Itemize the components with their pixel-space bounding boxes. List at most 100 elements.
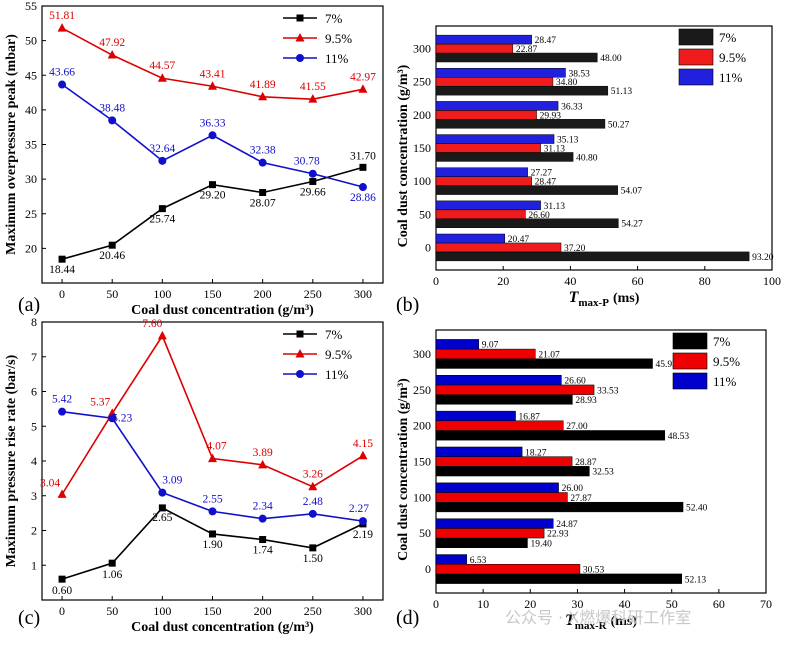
bar-7% — [435, 218, 619, 228]
bar-9.5% — [435, 143, 541, 153]
y-tick-label: 100 — [413, 174, 431, 188]
bar-9.5% — [435, 528, 545, 539]
bar-label: 26.60 — [528, 211, 550, 221]
bar-label: 48.00 — [600, 54, 622, 64]
bar-label: 38.53 — [568, 69, 590, 79]
bar-label: 31.13 — [544, 145, 566, 155]
bar-label: 40.80 — [576, 153, 598, 163]
data-label: 2.48 — [303, 496, 323, 508]
x-tick-label: 30 — [571, 597, 583, 611]
data-label: 29.66 — [300, 186, 326, 198]
y-tick-label: 6 — [31, 385, 37, 399]
data-point — [309, 544, 317, 552]
y-axis-label: Coal dust concentration (g/m³) — [396, 64, 411, 247]
data-label: 18.44 — [49, 264, 75, 276]
data-label: 25.74 — [149, 214, 175, 226]
bar-7% — [435, 430, 666, 441]
data-label: 28.07 — [250, 197, 276, 209]
x-tick-label: 250 — [304, 604, 322, 618]
chart-a: 0 50 100 150 200 250 300 20 25 30 35 40 45 50 55 Coal d… — [4, 0, 384, 318]
bar-9.5% — [435, 456, 573, 467]
x-tick-label: 0 — [433, 274, 439, 288]
data-label: 2.34 — [253, 501, 273, 513]
y-tick-label: 2 — [31, 524, 37, 538]
panel-label: (b) — [396, 294, 419, 316]
legend-label: 7% — [719, 30, 737, 45]
bar-label: 18.27 — [525, 448, 547, 458]
x-axis-label-main: T — [565, 612, 576, 629]
data-label: 20.46 — [99, 250, 125, 262]
x-tick-label: 60 — [713, 597, 725, 611]
x-tick-label: 70 — [760, 597, 772, 611]
bar-label: 28.47 — [535, 36, 557, 46]
data-point — [208, 81, 217, 90]
data-point — [208, 453, 217, 463]
x-tick-label: 300 — [354, 287, 372, 301]
y-tick-label: 250 — [413, 383, 431, 397]
bar-11% — [435, 482, 559, 493]
legend-marker — [296, 370, 304, 378]
y-tick-label: 50 — [25, 34, 37, 48]
data-label: 28.86 — [350, 192, 376, 204]
data-label: 41.55 — [300, 81, 326, 93]
x-tick-label: 150 — [204, 287, 222, 301]
legend-label: 11% — [713, 374, 737, 389]
bar-label: 32.53 — [592, 468, 614, 478]
data-point — [308, 481, 318, 491]
bar-label: 27.87 — [570, 494, 592, 504]
data-point — [58, 407, 67, 416]
bar-label: 50.27 — [608, 120, 630, 130]
bar-label: 48.53 — [668, 432, 690, 442]
legend-label: 9.5% — [325, 347, 352, 362]
bar-label: 26.60 — [564, 377, 586, 387]
data-point — [258, 514, 267, 523]
data-point — [157, 330, 167, 340]
legend-label: 11% — [325, 51, 349, 66]
x-axis-label: Tmax-P (ms) — [569, 289, 640, 309]
legend-label: 9.5% — [719, 50, 746, 65]
bar-7% — [435, 185, 618, 195]
data-label: 41.89 — [250, 79, 276, 91]
y-tick-label: 150 — [413, 141, 431, 155]
legend-label: 11% — [325, 367, 349, 382]
y-tick-label: 7 — [31, 350, 37, 364]
data-label: 42.97 — [350, 71, 376, 83]
bar-7% — [435, 251, 750, 262]
bar-9.5% — [435, 348, 536, 360]
bar-9.5% — [435, 209, 526, 220]
bar-7% — [435, 85, 609, 96]
x-tick-label: 60 — [632, 274, 644, 288]
x-tick-label: 20 — [524, 597, 536, 611]
legend-swatch — [678, 48, 714, 66]
data-label: 32.64 — [149, 143, 175, 155]
bar-label: 6.53 — [470, 556, 487, 566]
y-tick-label: 30 — [25, 172, 37, 186]
data-point — [258, 91, 268, 101]
bar-7% — [435, 394, 573, 405]
y-axis-label: Maximum overpressure peak (mbar) — [4, 34, 19, 255]
y-tick-label: 150 — [413, 455, 431, 469]
data-label: 1.90 — [202, 539, 222, 551]
bar-label: 33.53 — [597, 386, 619, 396]
data-label: 3.09 — [162, 475, 182, 487]
x-tick-label: 100 — [763, 274, 781, 288]
bar-9.5% — [435, 420, 564, 431]
x-axis-label: Coal dust concentration (g/m³) — [131, 620, 314, 635]
data-label: 44.57 — [149, 60, 175, 72]
legend-swatch — [672, 352, 708, 370]
legend-swatch — [672, 372, 708, 390]
data-point — [108, 116, 117, 125]
data-point — [258, 158, 267, 167]
y-tick-label: 1 — [31, 558, 37, 572]
bar-label: 28.47 — [535, 178, 557, 188]
y-tick-label: 0 — [425, 240, 431, 254]
data-point — [107, 50, 117, 59]
data-label: 1.06 — [102, 569, 122, 581]
x-tick-label: 200 — [254, 287, 272, 301]
x-axis-label-sub: max-R — [575, 620, 608, 632]
data-label: 30.78 — [294, 156, 320, 168]
y-tick-label: 25 — [25, 207, 37, 221]
bar-7% — [435, 466, 590, 477]
x-tick-label: 0 — [59, 604, 65, 618]
data-label: 32.38 — [250, 145, 276, 157]
